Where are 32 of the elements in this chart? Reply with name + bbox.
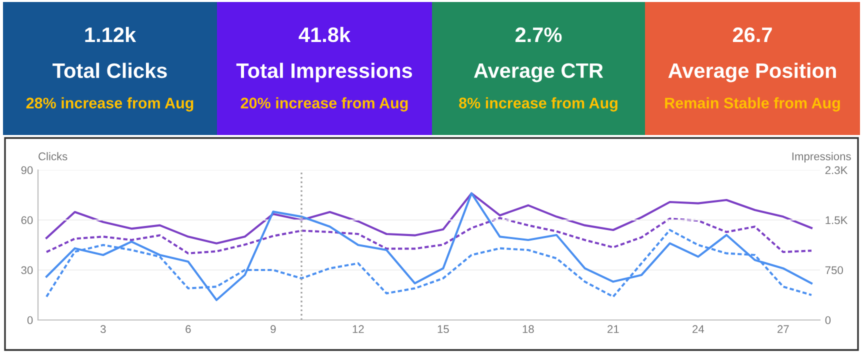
y-tick-label: 30 [21, 266, 33, 274]
text: 26.7 [732, 27, 772, 42]
y-tick-label: 90 [21, 166, 33, 174]
x-tick-label: 9 [270, 325, 276, 334]
text: Remain Stable from Aug [665, 97, 840, 112]
text: 41.8k [298, 26, 351, 42]
x-tick-label: 6 [186, 325, 191, 334]
y2-tick-label: 0 [825, 316, 831, 324]
text: Total Clicks [52, 62, 167, 78]
text: Average Position [668, 62, 836, 82]
text: 28% increase from Aug [26, 97, 194, 112]
x-tick-label: 24 [692, 325, 704, 333]
text: Average CTR [474, 63, 604, 82]
text: 20% increase from Aug [240, 97, 408, 112]
x-tick-label: 27 [778, 325, 789, 333]
x-tick-label: 15 [438, 325, 449, 334]
y2-axis-title: Impressions [792, 152, 851, 162]
text: 2.7% [515, 27, 562, 42]
text: 8% increase from Aug [459, 97, 618, 112]
y2-tick-label: 750 [825, 266, 843, 274]
text: 1.12k [85, 26, 136, 42]
y-tick-label: 0 [27, 316, 33, 324]
y2-tick-label: 1.5K [826, 216, 848, 224]
y-axis-title: Clicks [38, 152, 68, 160]
x-tick-label: 21 [608, 325, 619, 333]
x-tick-label: 18 [522, 325, 534, 334]
y2-tick-label: 2.3K [825, 166, 848, 174]
line-series [45, 192, 813, 302]
y-tick-label: 60 [21, 216, 33, 224]
x-tick-label: 3 [100, 325, 106, 334]
x-tick-label: 12 [352, 325, 364, 333]
text: Total Impressions [236, 62, 412, 82]
